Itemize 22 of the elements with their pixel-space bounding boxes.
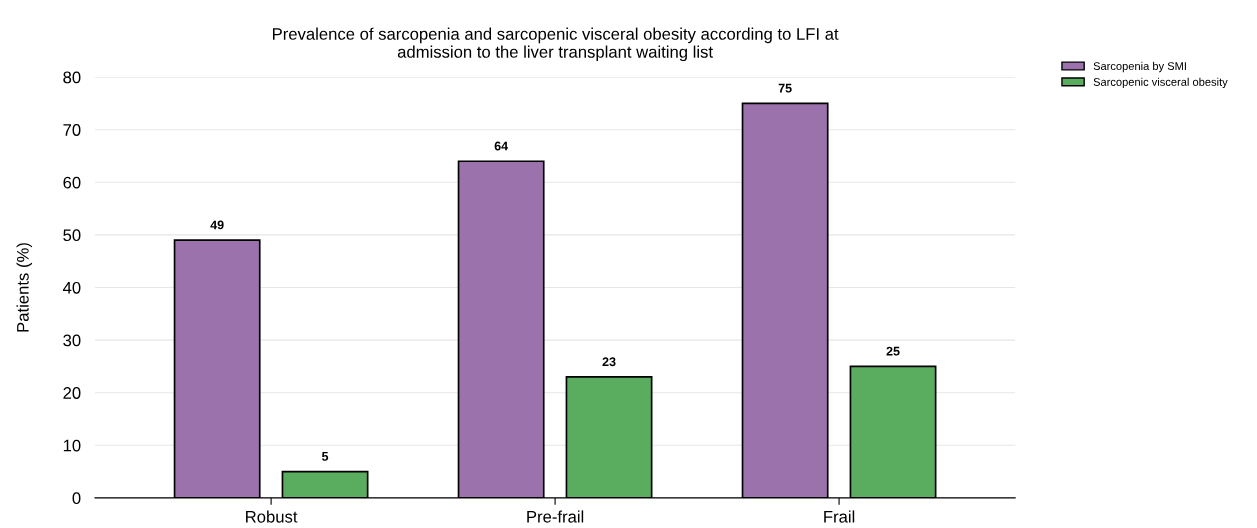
y-tick-label: 80 [63, 71, 81, 84]
data-label: 75 [778, 83, 792, 93]
legend-label: Sarcopenic visceral obesity [1093, 77, 1228, 89]
y-tick-label: 50 [63, 229, 81, 242]
y-axis-title: Patients (%) [16, 243, 33, 332]
data-label: 23 [602, 357, 616, 367]
y-tick-label: 0 [72, 492, 81, 505]
y-tick-label: 40 [62, 281, 81, 294]
data-label: 49 [210, 220, 224, 230]
data-label: 25 [886, 346, 900, 356]
y-tick-label: 20 [63, 387, 81, 399]
y-tick-label: 30 [63, 334, 81, 347]
data-label: 64 [494, 141, 509, 151]
x-tick-label: Pre-frail [527, 510, 584, 523]
x-tick-label: Frail [824, 510, 855, 523]
y-tick-label: 60 [63, 176, 81, 189]
y-tick-label: 70 [63, 124, 81, 136]
x-tick-label: Robust [246, 510, 298, 523]
chart-title: Prevalence of sarcopenia and sarcopenic visceral obesity according to LFI at admission to the liver transplant waiting list [272, 27, 839, 62]
y-tick-label: 10 [63, 439, 81, 452]
legend-label: Sarcopenia by SMI [1093, 61, 1186, 73]
data-label: 5 [321, 452, 329, 461]
